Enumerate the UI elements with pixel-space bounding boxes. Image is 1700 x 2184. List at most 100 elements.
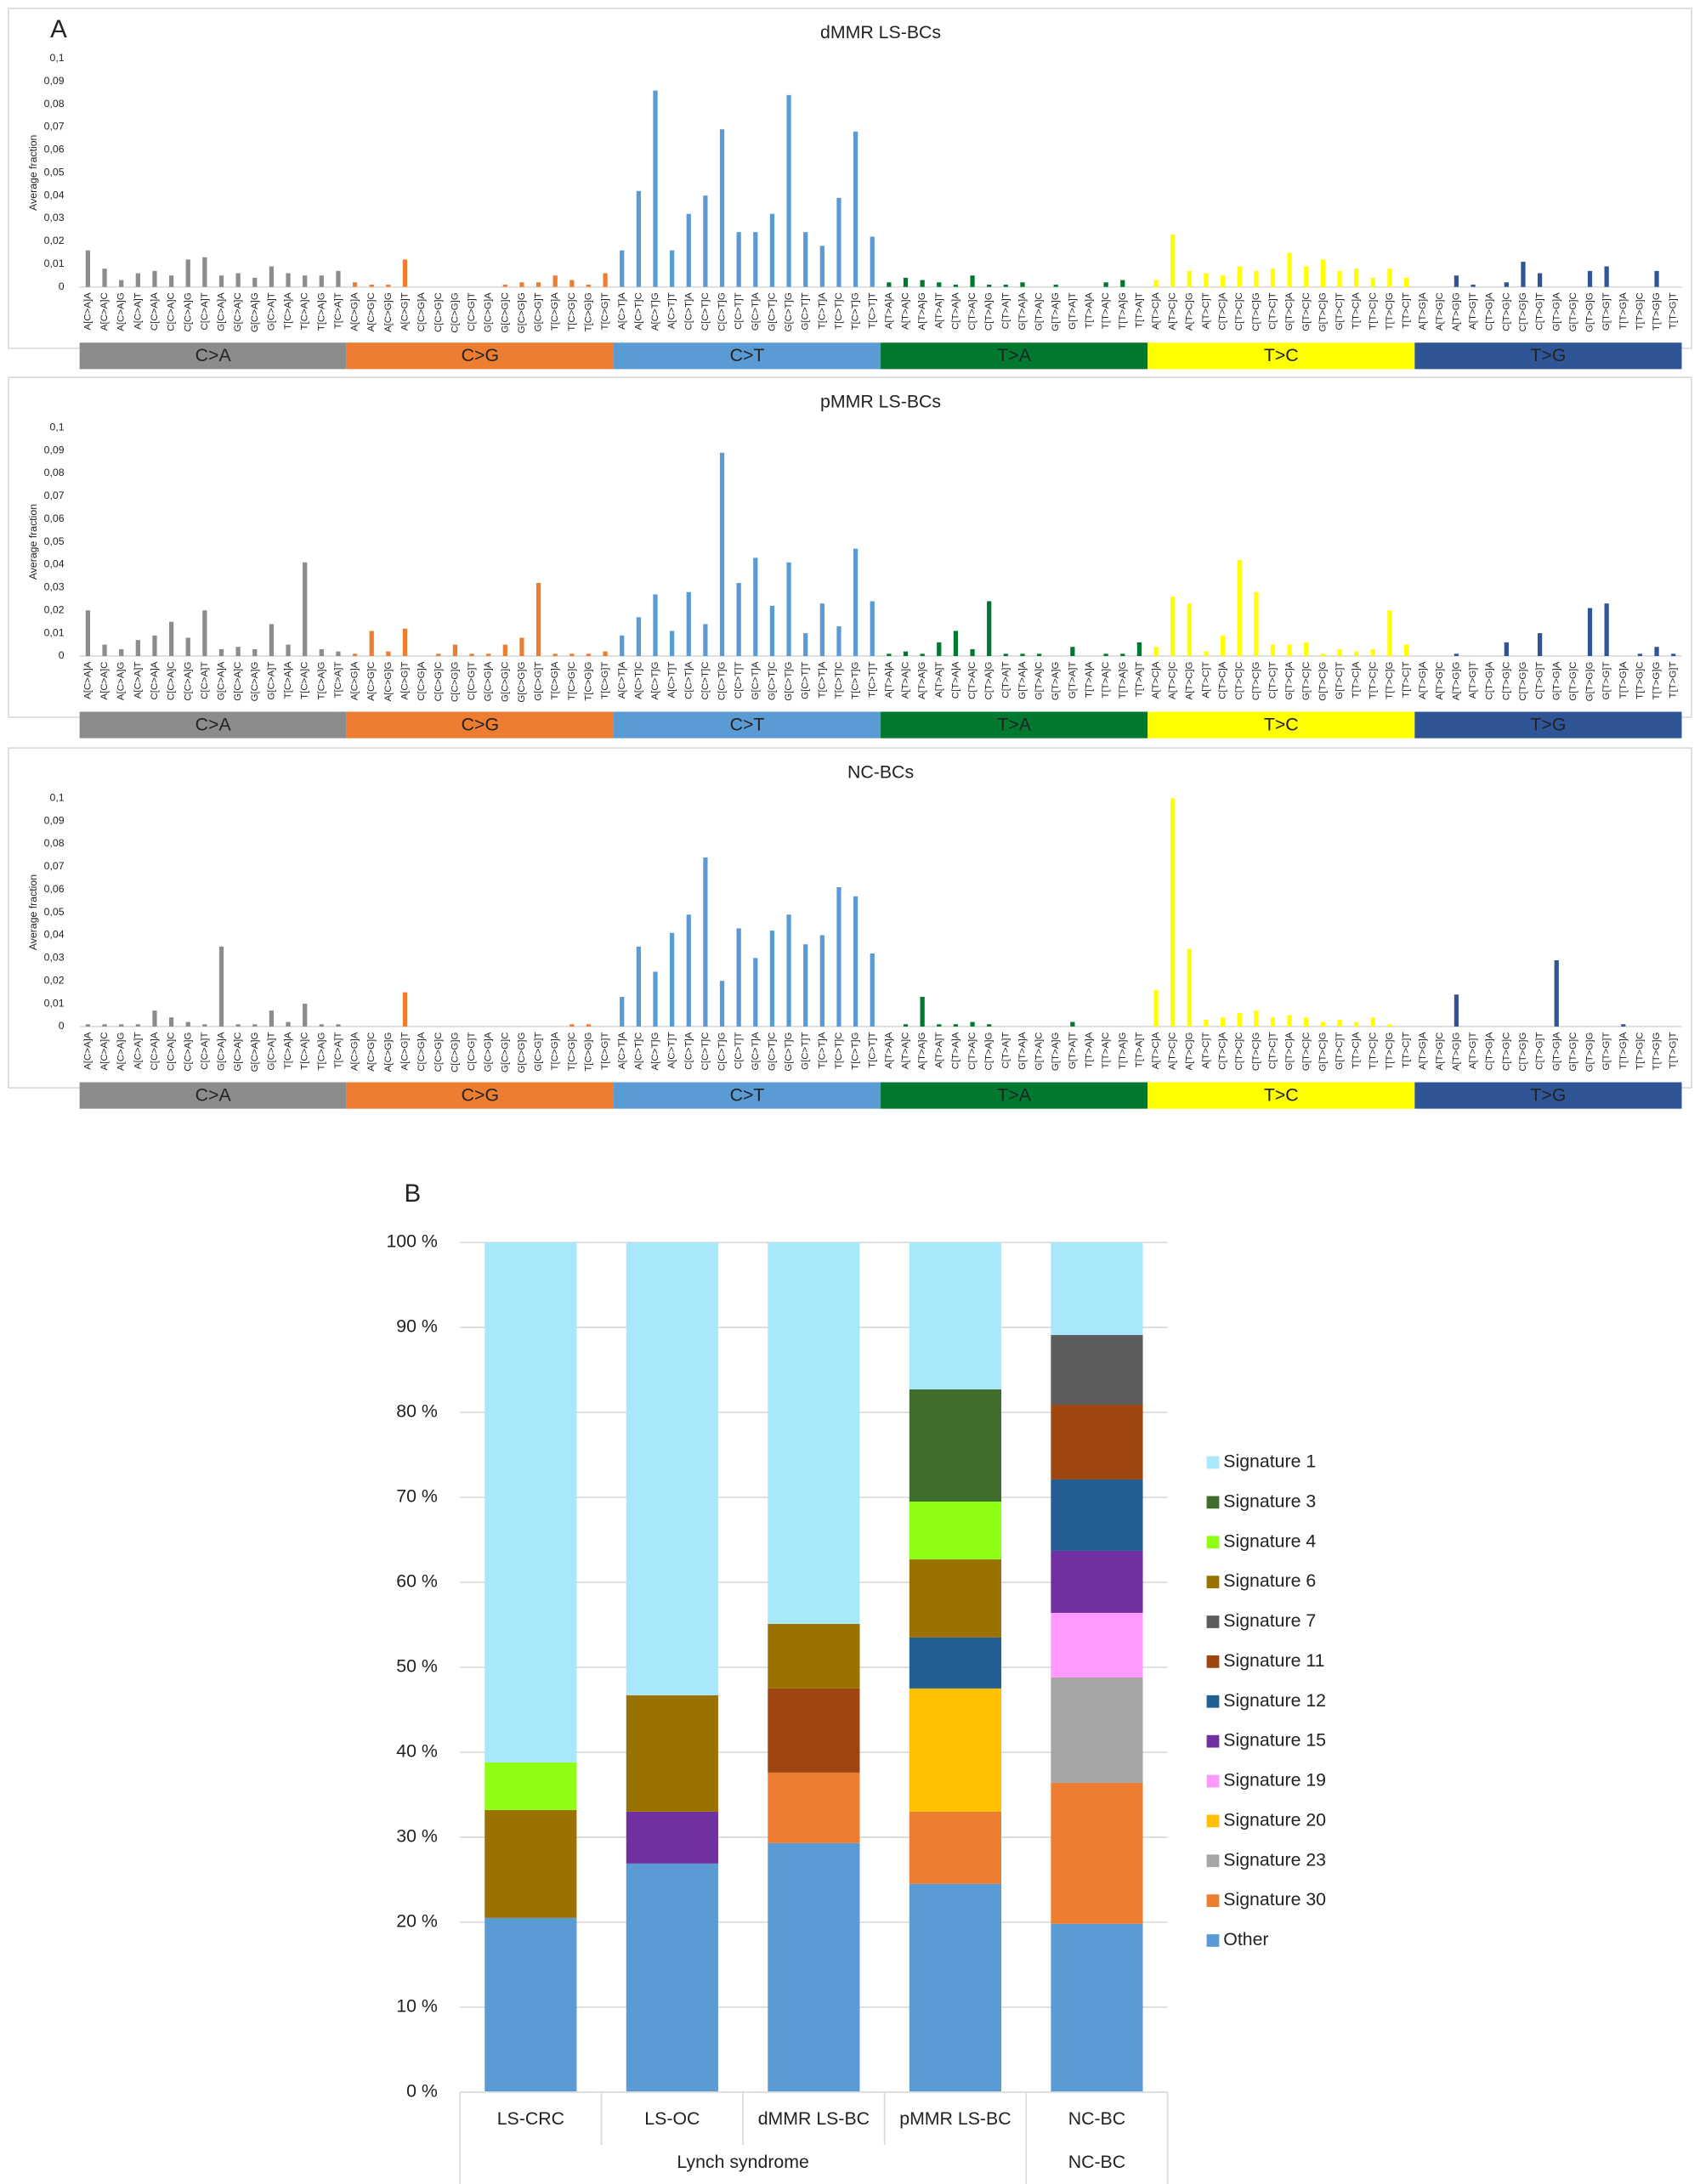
bar-segment (768, 1242, 860, 1624)
x-tick-label: C[C>A]G (183, 661, 193, 700)
x-tick-label: T[T>C]A (1352, 661, 1362, 698)
x-tick-label: A[C>G]G (383, 1032, 394, 1072)
bar (1120, 280, 1125, 287)
bar (1387, 1024, 1392, 1027)
bar (653, 90, 658, 287)
group-label: C>T (730, 715, 765, 735)
x-tick-label: A[C>G]G (383, 661, 394, 701)
x-tick-label: G[C>G]A (484, 661, 494, 701)
x-tick-label: A[C>G]G (383, 292, 394, 332)
x-tick-label: C[T>C]C (1234, 1033, 1244, 1071)
x-tick-label: T[T>C]C (1368, 662, 1378, 699)
x-tick-label: T[C>T]C (834, 1033, 844, 1070)
group-label: T>G (1530, 345, 1566, 365)
bar-segment (484, 1242, 577, 1762)
x-tick-label: G[C>T]C (767, 292, 777, 331)
bar-segment (626, 1242, 718, 1695)
legend-swatch (1206, 1814, 1220, 1828)
bar (303, 275, 308, 287)
bar (119, 280, 124, 287)
x-tick-label: LS-CRC (497, 2108, 564, 2129)
x-tick-label: A[T>G]A (1418, 661, 1428, 699)
x-tick-label: A[C>G]C (366, 292, 377, 331)
bar (552, 654, 558, 656)
bar (119, 1024, 124, 1027)
y-tick-label: 0 (59, 649, 65, 661)
bar (1187, 270, 1192, 287)
x-tick-label: T[C>T]T (867, 292, 877, 328)
x-tick-label: G[C>A]A (217, 292, 227, 331)
x-tick-label: C[T>A]T (1000, 1033, 1011, 1069)
bar (1304, 1017, 1309, 1027)
x-tick-label: A[T>A]T (934, 1033, 944, 1068)
y-tick-label: 0,1 (50, 421, 65, 433)
bar (1170, 234, 1176, 287)
bar (1136, 642, 1142, 656)
bar (570, 654, 575, 656)
x-tick-label: G[T>A]T (1068, 292, 1078, 330)
x-tick-label: G[T>A]G (1051, 661, 1061, 700)
x-tick-label: C[T>C]G (1251, 292, 1261, 331)
y-tick-label: 0,06 (44, 883, 65, 895)
bar (1153, 989, 1159, 1027)
x-tick-label: A[T>C]A (1151, 292, 1161, 330)
x-tick-label: C[T>C]A (1218, 661, 1228, 699)
y-tick-label: 0,04 (44, 558, 65, 570)
bar (987, 601, 992, 656)
legend-label: Signature 7 (1223, 1610, 1316, 1631)
y-tick-label: 40 % (396, 1741, 438, 1762)
x-tick-label: T[T>G]A (1618, 292, 1629, 330)
x-tick-label: G[T>C]A (1284, 1032, 1295, 1070)
x-tick-label: C[C>T]C (700, 1033, 711, 1071)
x-tick-label: G[C>T]G (784, 1032, 794, 1071)
bar (152, 270, 157, 287)
x-tick-label: A[C>A]G (116, 661, 127, 700)
bar (769, 605, 775, 656)
bar (819, 603, 824, 656)
x-tick-label: A[T>C]G (1184, 292, 1194, 331)
x-tick-label: T[C>G]T (600, 292, 610, 330)
x-tick-label: A[T>C]C (1168, 662, 1178, 699)
x-tick-label: G[T>C]T (1334, 1033, 1345, 1070)
x-tick-label: C[C>G]T (467, 662, 477, 701)
x-tick-label: C[T>C]G (1251, 661, 1261, 700)
x-tick-label: A[T>A]A (884, 661, 894, 698)
x-tick-label: T[C>A]G (316, 1032, 326, 1070)
x-tick-label: G[C>T]T (801, 1033, 811, 1070)
bar (937, 1024, 942, 1027)
y-tick-label: 0,03 (44, 581, 65, 593)
x-tick-label: T[C>T]A (817, 1032, 827, 1068)
x-tick-label: T[C>T]G (851, 292, 861, 330)
x-tick-label: C[T>G]A (1485, 661, 1495, 699)
x-tick-label: G[T>G]A (1551, 661, 1561, 700)
bar (1403, 644, 1409, 656)
x-tick-label: A[C>T]G (650, 292, 660, 331)
x-tick-label: T[C>G]C (567, 292, 577, 331)
x-tick-label: G[C>T]G (784, 292, 794, 331)
x-tick-label: T[T>A]G (1118, 292, 1128, 330)
group-label: C>A (196, 345, 232, 365)
x-tick-label: C[C>T]T (734, 292, 744, 330)
group-label: C>A (196, 1085, 232, 1106)
x-tick-label: A[T>G]C (1435, 662, 1445, 700)
y-tick-label: 0,08 (44, 837, 65, 849)
x-tick-label: T[C>G]A (550, 661, 560, 699)
x-tick-label: A[C>T]T (667, 662, 677, 699)
x-tick-label: C[T>C]C (1234, 662, 1244, 700)
x-tick-label: G[C>G]C (500, 662, 510, 702)
x-tick-label: G[C>G]T (534, 662, 544, 701)
bar (135, 640, 140, 656)
bar (786, 914, 791, 1027)
bar (836, 197, 842, 287)
x-tick-label: C[T>C]A (1218, 1032, 1228, 1070)
bar (85, 610, 91, 656)
x-tick-label: T[T>G]A (1618, 661, 1629, 699)
bar (920, 997, 925, 1027)
bar (736, 928, 741, 1027)
x-tick-label: C[T>G]G (1518, 661, 1528, 700)
x-tick-label: A[T>A]G (917, 1032, 927, 1069)
legend-label: Signature 30 (1223, 1889, 1326, 1910)
bar-segment (909, 1242, 1001, 1389)
x-tick-label: G[T>A]C (1034, 292, 1045, 331)
bar (1554, 960, 1559, 1027)
